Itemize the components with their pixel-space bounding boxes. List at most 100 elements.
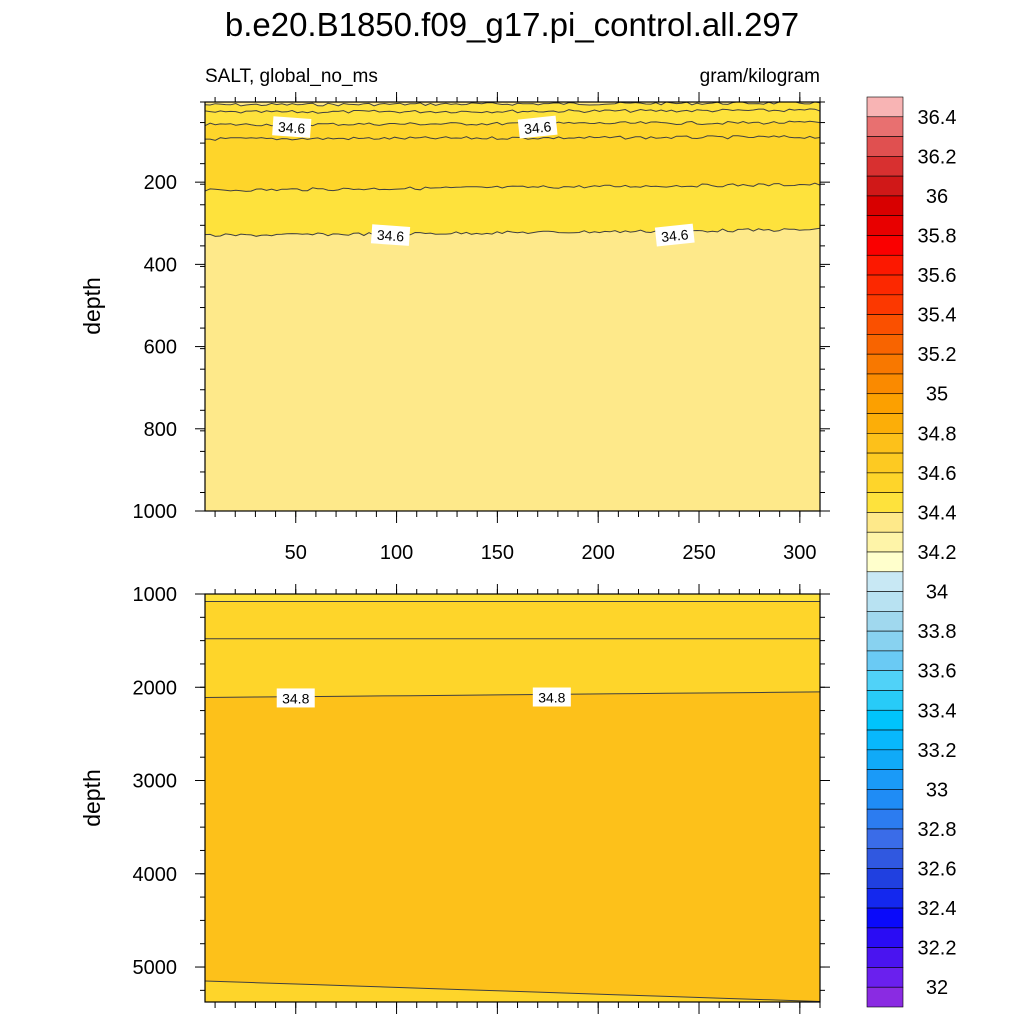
colorbar-tick-label: 33.6 [918,661,957,683]
colorbar-segment [866,136,904,157]
colorbar-segment [866,749,904,770]
contour-label-box [532,687,571,707]
colorbar: 32 32.2 32.4 32.6 32.8 33 33.2 33.4 33.6 33.8 34 34… [866,96,957,1008]
colorbar-segment [866,334,904,355]
bottom-ytick-label: 5000 [133,957,178,979]
contour-label-box [654,223,695,247]
xtick-label: 50 [285,542,307,564]
colorbar-segment [866,888,904,909]
colorbar-tick-label: 33.4 [918,700,957,722]
colorbar-segment [866,96,904,118]
bottom-band [205,601,820,639]
colorbar-segment [866,433,904,454]
colorbar-tick-label: 35.8 [918,225,957,247]
bottom-y-axis-label: depth [79,769,105,827]
top-contour-label: 34.6 [654,223,695,247]
top-contour-line [205,227,820,237]
colorbar-tick-label: 32.6 [918,859,957,881]
colorbar-tick-label: 33.8 [918,621,957,643]
colorbar-tick-label: 32.8 [918,819,957,841]
top-band [205,183,820,237]
colorbar-segment [866,868,904,889]
colorbar-segment [866,472,904,493]
bottom-ytick-label: 3000 [133,771,178,793]
bottom-ytick-label: 2000 [133,677,178,699]
top-contour-label: 34.6 [272,116,312,138]
colorbar-segment [866,373,904,395]
colorbar-segment [866,254,904,276]
left-subtitle: SALT, global_no_ms [205,66,378,87]
colorbar-tick-label: 34.6 [918,463,957,485]
colorbar-segment [866,175,904,197]
colorbar-segment [866,986,904,1008]
top-field: 34.6 34.6 34.6 34.6 [205,102,820,511]
colorbar-tick-label: 36 [926,186,948,208]
bottom-band [205,594,820,602]
bottom-ytick-label: 1000 [133,584,178,606]
contour-label-box [276,688,315,708]
colorbar-tick-label: 33.2 [918,740,957,762]
colorbar-segment [866,907,904,929]
xtick-label: 100 [380,542,413,564]
colorbar-segment [866,789,904,810]
colorbar-tick-label: 32.4 [918,898,957,920]
colorbar-segment [866,729,904,751]
contour-label-box [517,115,558,139]
colorbar-segment [866,353,904,375]
colorbar-segment [866,156,904,177]
top-y-axis-label: depth [79,277,105,335]
colorbar-segment [866,769,904,790]
top-contour-label: 34.6 [370,224,411,246]
contour-label-text: 34.6 [523,118,552,137]
colorbar-segment [866,709,904,731]
contour-label-text: 34.6 [660,226,689,245]
chart-title: b.e20.B1850.f09_g17.pi_control.all.297 [225,6,799,43]
top-ytick-label: 400 [144,254,177,276]
bottom-contour-label: 34.8 [276,688,315,708]
colorbar-segment [866,195,904,216]
colorbar-segment [866,413,904,434]
contour-label-text: 34.8 [538,690,565,706]
colorbar-segment [866,235,904,256]
colorbar-segment [866,650,904,671]
colorbar-segment [866,808,904,830]
xtick-label: 150 [481,542,514,564]
colorbar-segment [866,492,904,513]
colorbar-segment [866,551,904,573]
colorbar-tick-label: 34.2 [918,542,957,564]
colorbar-tick-label: 36.2 [918,146,957,168]
colorbar-segment [866,116,904,137]
bottom-contour-line [205,980,820,1002]
contour-label-text: 34.8 [282,690,309,706]
bottom-contour-label: 34.8 [532,687,571,707]
colorbar-segment [866,512,904,533]
top-frame [204,101,821,512]
contour-label-text: 34.6 [376,227,405,245]
colorbar-tick-label: 35 [926,384,948,406]
colorbar-tick-label: 35.6 [918,265,957,287]
contour-label-box [272,116,312,138]
top-ytick-label: 600 [144,337,177,359]
top-contour-line [205,135,820,141]
top-panel: 34.6 34.6 34.6 34.6 200 400 600 800 1000 50 100 150… [133,92,830,564]
bottom-ytick-label: 4000 [133,864,178,886]
colorbar-segment [866,947,904,968]
top-ytick-label: 200 [144,172,177,194]
colorbar-segment [866,927,904,948]
top-band [205,135,820,192]
xtick-label: 300 [783,542,816,564]
colorbar-tick-label: 34 [926,582,948,604]
top-ytick-label: 800 [144,419,177,441]
bottom-frame [204,593,821,1003]
colorbar-segment [866,967,904,988]
colorbar-segment [866,571,904,592]
colorbar-segment [866,848,904,869]
top-ytick-label: 1000 [133,501,178,523]
colorbar-segment [866,393,904,414]
contour-label-text: 34.6 [278,119,307,137]
top-contour-line [205,182,820,192]
colorbar-segment [866,828,904,850]
colorbar-tick-label: 33 [926,779,948,801]
colorbar-segment [866,591,904,612]
colorbar-segment [866,314,904,335]
